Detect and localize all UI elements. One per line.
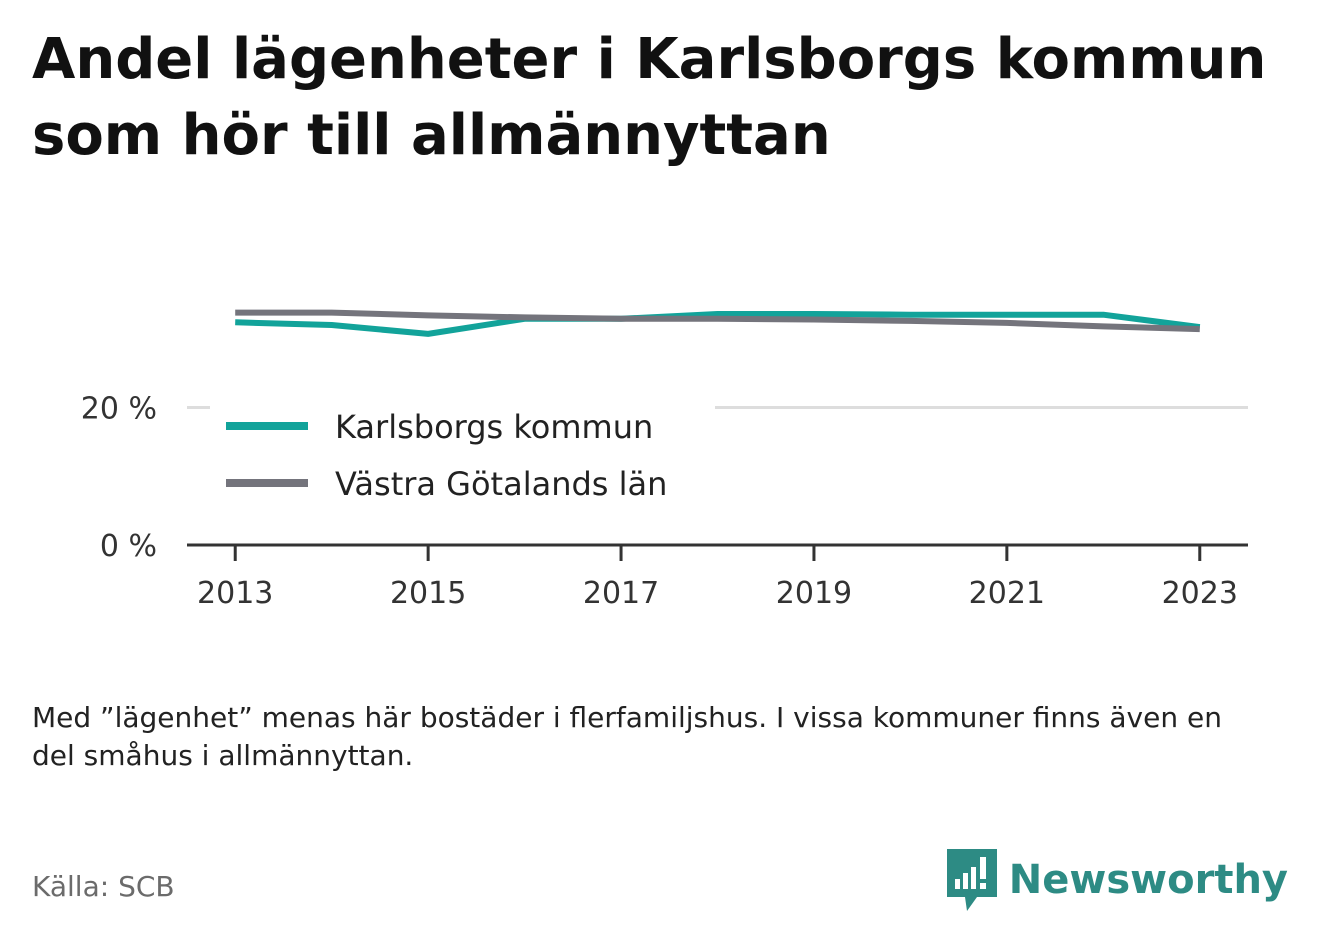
series-line-karlsborgs-kommun: [235, 311, 1201, 337]
y-tick-label: 20 %: [81, 392, 157, 427]
y-tick-label: 0 %: [100, 529, 157, 564]
x-tick-label: 2019: [776, 576, 852, 611]
legend-background: [210, 398, 715, 516]
chart-title: Andel lägenheter i Karlsborgs kommun som…: [32, 27, 1267, 168]
series-lines: [235, 309, 1201, 337]
legend: Karlsborgs kommun Västra Götalands län: [210, 398, 715, 516]
x-tick-label: 2015: [390, 576, 466, 611]
legend-label: Västra Götalands län: [335, 465, 667, 503]
y-axis-labels: 0 % 20 %: [81, 392, 157, 565]
x-tick-label: 2021: [969, 576, 1045, 611]
newsworthy-logo-icon: [946, 849, 997, 911]
brand-logo[interactable]: Newsworthy: [946, 848, 1288, 912]
series-line-vastra-gotalands-lan: [235, 309, 1200, 333]
source-label: Källa: SCB: [32, 870, 175, 903]
x-tick-label: 2013: [197, 576, 273, 611]
legend-label: Karlsborgs kommun: [335, 408, 653, 446]
x-tick-label: 2023: [1162, 576, 1238, 611]
brand-name: Newsworthy: [1008, 857, 1288, 903]
x-tick-label: 2017: [583, 576, 659, 611]
x-axis: 2013 2015 2017 2019 2021 2023: [187, 543, 1248, 611]
footnote: Med ”lägenhet” menas här bostäder i fler…: [32, 701, 1222, 772]
